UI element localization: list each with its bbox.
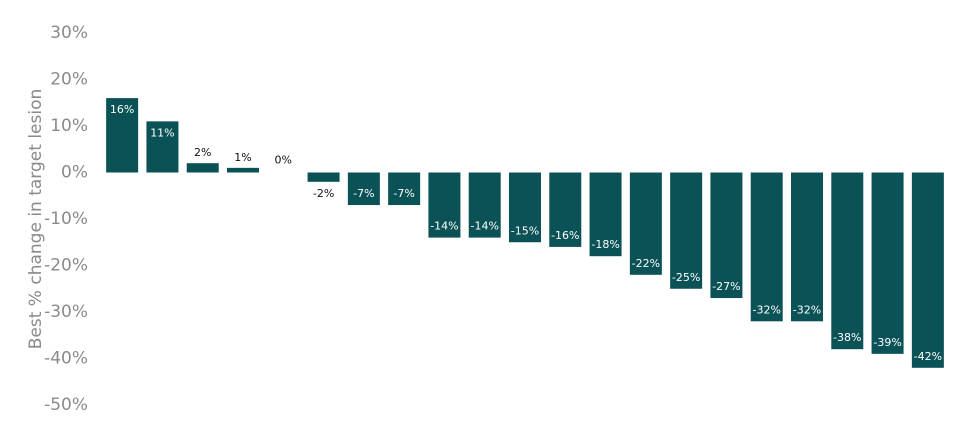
y-tick-label: -20% [44,256,88,276]
value-label: -22% [632,257,660,270]
y-tick-label: 10% [50,116,88,136]
bar [871,172,904,354]
y-axis-label: Best % change in target lesion [26,89,46,350]
bar [347,172,380,206]
value-label: 0% [275,154,292,167]
value-label: -2% [313,187,334,200]
y-tick-label: 20% [50,70,88,90]
value-label: -14% [471,220,499,233]
value-label: -16% [551,229,579,242]
y-tick-label: -50% [44,395,88,415]
y-tick-label: -30% [44,302,88,322]
value-label: -42% [914,350,942,363]
bar [670,172,703,289]
bar [911,172,944,368]
bar [791,172,823,322]
value-label: -7% [393,187,414,200]
bar [710,172,743,299]
value-label: -38% [833,331,861,344]
value-label: -25% [672,271,700,284]
bar [106,98,139,173]
bar [750,172,783,322]
value-label: -7% [353,187,374,200]
bar [428,172,461,238]
value-label: -39% [873,336,901,349]
value-label: -32% [793,303,821,316]
y-tick-label: 0% [61,163,88,183]
bar [388,172,421,206]
value-label: -32% [753,303,781,316]
bar [468,172,501,238]
bar [589,172,622,257]
value-label: 1% [234,151,251,164]
bar [509,172,541,243]
bar [629,172,662,275]
bar [186,163,219,173]
value-label: -27% [712,280,740,293]
bar [146,121,179,173]
value-label: 2% [194,146,211,159]
value-label: -18% [591,238,619,251]
value-label: 16% [110,103,134,116]
value-label: 11% [150,126,174,139]
value-label: -14% [430,220,458,233]
bar [307,172,340,182]
y-tick-label: -10% [44,209,88,229]
bar [227,167,259,173]
y-tick-label: -40% [44,349,88,369]
bar [549,172,582,247]
y-tick-label: 30% [50,23,88,43]
bar [831,172,864,350]
value-label: -15% [511,224,539,237]
